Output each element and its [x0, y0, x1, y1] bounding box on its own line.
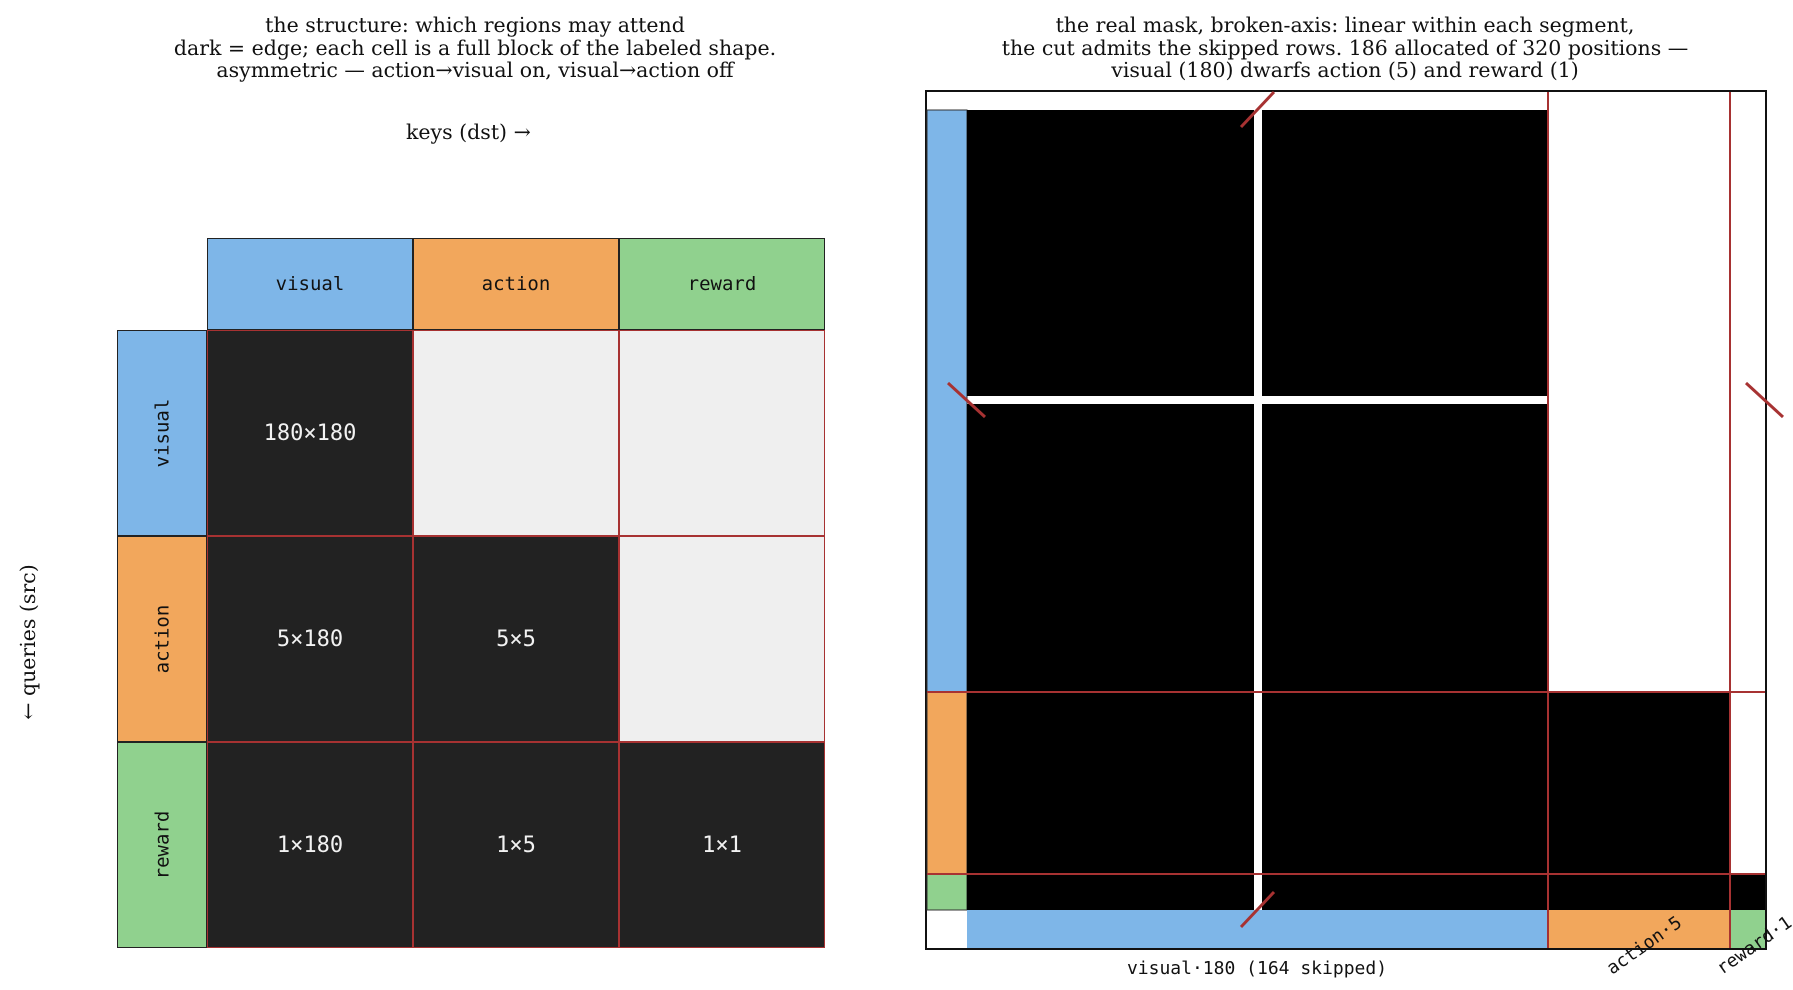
break-mark-left: [946, 381, 987, 419]
col-strip-reward: [1730, 910, 1765, 948]
block-reward-reward-label: 1×1: [702, 832, 742, 858]
segment-label-visual: visual·180 (164 skipped): [1127, 958, 1387, 979]
row-strip-visual: [926, 109, 968, 693]
block-action-action: 5×5: [413, 536, 619, 742]
block-visual-visual-label: 180×180: [263, 420, 357, 446]
break-mark-bottom: [1239, 890, 1276, 929]
mask-reward-visual-right: [1262, 874, 1548, 910]
col-strip-action: [1548, 910, 1730, 948]
mask-visual-visual-q1: [967, 110, 1254, 396]
right-title: the real mask, broken-axis: linear withi…: [925, 14, 1765, 82]
col-header-visual-label: visual: [275, 273, 345, 295]
row-header-visual: visual: [117, 330, 207, 536]
left-title-line-2: dark = edge; each cell is a full block o…: [173, 35, 777, 60]
col-strip-visual: [967, 910, 1548, 948]
block-action-visual-label: 5×180: [276, 626, 344, 652]
right-title-line-1: the real mask, broken-axis: linear withi…: [1055, 13, 1635, 37]
row-strip-reward: [926, 873, 968, 911]
col-header-action: action: [413, 238, 619, 330]
block-visual-action: [413, 330, 619, 536]
left-title-line-1: the structure: which regions may attend: [265, 13, 685, 37]
row-strip-action: [926, 691, 968, 875]
block-visual-reward: [619, 330, 825, 536]
mask-reward-action: [1548, 874, 1730, 910]
block-reward-action-label: 1×5: [496, 832, 536, 858]
block-action-action-label: 5×5: [496, 626, 536, 652]
mask-action-visual-right: [1262, 692, 1548, 874]
mask-action-visual-left: [967, 692, 1254, 874]
mask-reward-visual-left: [967, 874, 1254, 910]
right-title-line-3: visual (180) dwarfs action (5) and rewar…: [1111, 58, 1579, 82]
col-header-action-label: action: [481, 273, 551, 295]
block-reward-reward: 1×1: [619, 742, 825, 948]
break-mark-top: [1239, 90, 1276, 129]
block-reward-visual: 1×180: [207, 742, 413, 948]
block-reward-action: 1×5: [413, 742, 619, 948]
col-header-reward: reward: [619, 238, 825, 330]
mask-visual-visual-q2: [1262, 110, 1548, 396]
left-title-line-3: asymmetric — action→visual on, visual→ac…: [216, 58, 734, 82]
block-action-visual: 5×180: [207, 536, 413, 742]
col-header-reward-label: reward: [687, 273, 757, 295]
mask-action-action: [1548, 692, 1730, 874]
left-title: the structure: which regions may attend …: [130, 14, 820, 82]
col-header-visual: visual: [207, 238, 413, 330]
right-title-line-2: the cut admits the skipped rows. 186 all…: [1001, 35, 1689, 60]
mask-visual-visual-q3: [967, 404, 1254, 692]
block-action-reward: [619, 536, 825, 742]
row-header-action: action: [117, 536, 207, 742]
break-mark-right: [1744, 381, 1785, 419]
segment-boundaries: [927, 92, 1765, 948]
mask-reward-reward: [1730, 874, 1765, 910]
mask-visual-visual-q4: [1262, 404, 1548, 692]
block-reward-visual-label: 1×180: [276, 832, 344, 858]
block-visual-visual: 180×180: [207, 330, 413, 536]
row-header-reward: reward: [117, 742, 207, 948]
keys-axis-label: keys (dst) →: [406, 120, 531, 144]
axis-break-marks: [946, 90, 1785, 929]
